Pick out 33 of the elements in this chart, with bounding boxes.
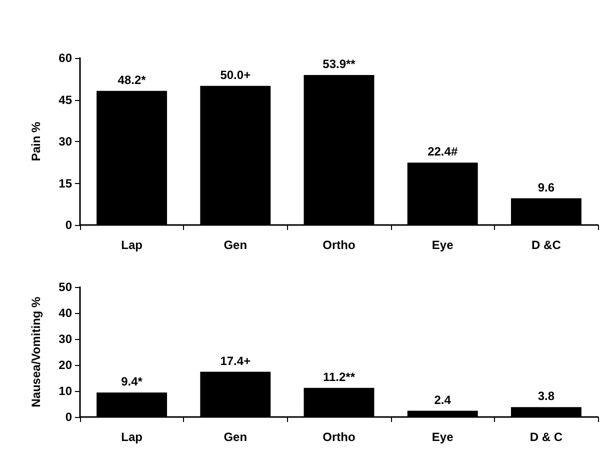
y-tick-label: 0 <box>65 218 72 232</box>
x-tick-label: Gen <box>224 238 248 252</box>
y-axis-title: Pain % <box>29 122 43 162</box>
x-tick-label: Eye <box>432 430 454 444</box>
data-label: 3.8 <box>538 389 555 404</box>
y-axis-title: Nausea/Vomiting % <box>29 296 43 408</box>
y-tick-label: 45 <box>58 92 72 107</box>
x-tick-label: Lap <box>121 430 142 444</box>
x-tick-label: Ortho <box>322 238 356 252</box>
y-tick-label: 20 <box>58 358 72 372</box>
data-label: 48.2* <box>118 72 146 87</box>
data-label: 17.4+ <box>220 354 251 368</box>
y-tick-label: 30 <box>58 134 72 148</box>
y-tick-label: 15 <box>58 176 72 190</box>
y-tick-label: 0 <box>65 410 72 424</box>
y-tick-label: 10 <box>58 384 72 398</box>
x-tick-label: D &C <box>532 238 562 252</box>
data-label: 50.0+ <box>220 68 251 82</box>
data-label: 11.2** <box>322 370 356 384</box>
data-label: 9.4* <box>121 374 143 389</box>
x-tick-label: Lap <box>121 238 142 252</box>
y-tick-label: 40 <box>58 306 72 320</box>
data-label: 22.4# <box>428 144 458 159</box>
data-label: 2.4 <box>434 392 452 407</box>
x-tick-label: Ortho <box>322 430 356 444</box>
x-tick-label: Gen <box>224 430 248 444</box>
y-tick-label: 30 <box>58 332 72 346</box>
y-tick-label: 60 <box>58 51 72 65</box>
y-tick-label: 50 <box>58 280 72 294</box>
data-label: 53.9** <box>322 56 356 71</box>
data-label: 9.6 <box>538 180 555 194</box>
x-tick-label: D & C <box>530 430 563 444</box>
x-tick-label: Eye <box>432 238 454 252</box>
